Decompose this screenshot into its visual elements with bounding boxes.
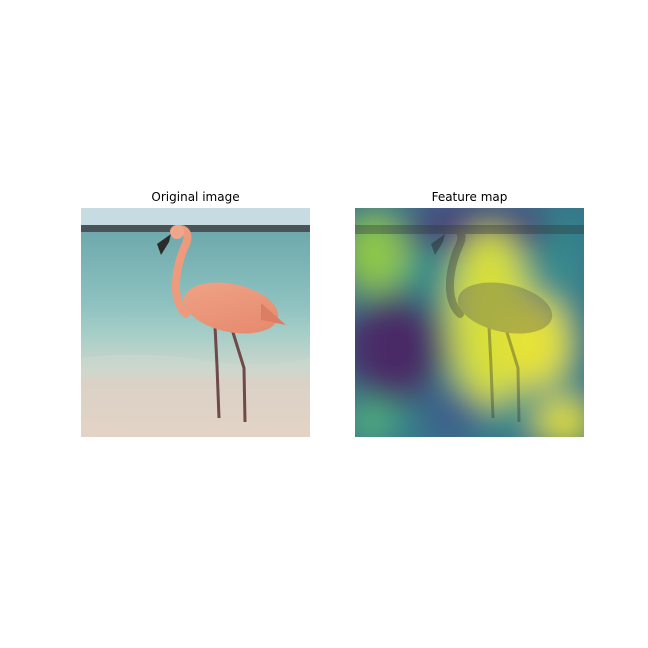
feature-map-image	[355, 208, 584, 437]
original-image	[81, 208, 310, 437]
original-image-title: Original image	[151, 190, 240, 204]
feature-map-title: Feature map	[431, 190, 508, 204]
